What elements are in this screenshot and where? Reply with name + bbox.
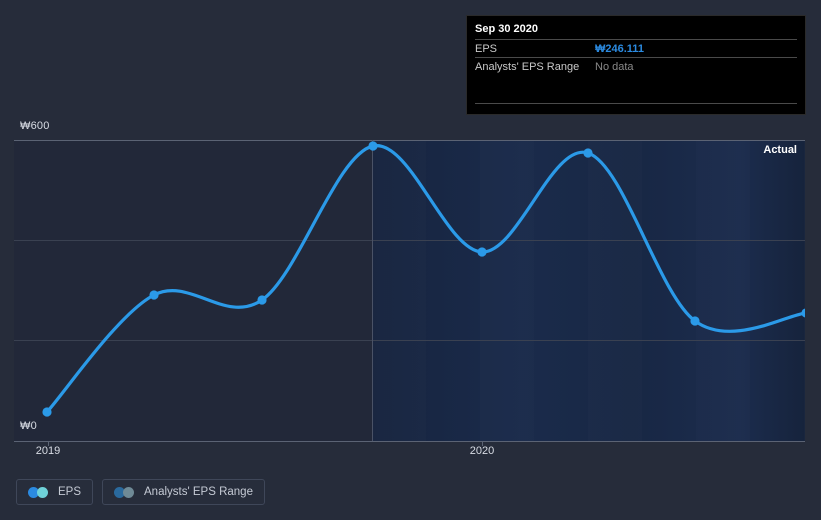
legend-item-eps[interactable]: EPS [16,479,94,505]
legend-item-label: Analysts' EPS Range [144,486,253,498]
x-axis-label-2019: 2019 [35,445,61,457]
legend-item-analysts-eps-range[interactable]: Analysts' EPS Range [102,479,265,505]
y-axis-label-max: ₩600 [20,120,50,132]
legend-dot-primary [28,486,39,498]
tooltip-row-value: No data [595,60,634,73]
legend-dot-secondary [123,486,135,498]
tooltip-title: Sep 30 2020 [475,23,538,35]
period-divider [372,140,373,441]
plot-area [14,140,805,441]
legend-swatch-icon [28,486,49,498]
actual-region-label: Actual [763,144,797,156]
tooltip-footer-rule [475,103,797,104]
tooltip-row-value: ₩246.111 [595,42,644,55]
x-axis-label-2020: 2020 [469,445,495,457]
chart-legend: EPS Analysts' EPS Range [16,479,265,505]
x-axis-tick-2020 [482,441,483,446]
tooltip-row-label: EPS [475,42,498,55]
legend-dot-primary [114,486,126,498]
gridline-400 [14,240,805,241]
tooltip-row-label: Analysts' EPS Range [475,60,580,73]
y-axis-label-min: ₩0 [20,420,37,432]
legend-item-label: EPS [58,486,82,498]
x-axis-tick-2019 [48,441,49,446]
plot-top-border [14,140,805,141]
tooltip-row-analysts-range: Analysts' EPS Range No data [475,57,797,75]
legend-swatch-icon [114,486,135,498]
gridline-200 [14,340,805,341]
actual-period-region [372,140,805,441]
chart-tooltip: Sep 30 2020 EPS ₩246.111 Analysts' EPS R… [466,15,806,115]
x-axis-line [14,441,805,442]
tooltip-row-eps: EPS ₩246.111 [475,39,797,57]
legend-dot-secondary [37,486,48,498]
